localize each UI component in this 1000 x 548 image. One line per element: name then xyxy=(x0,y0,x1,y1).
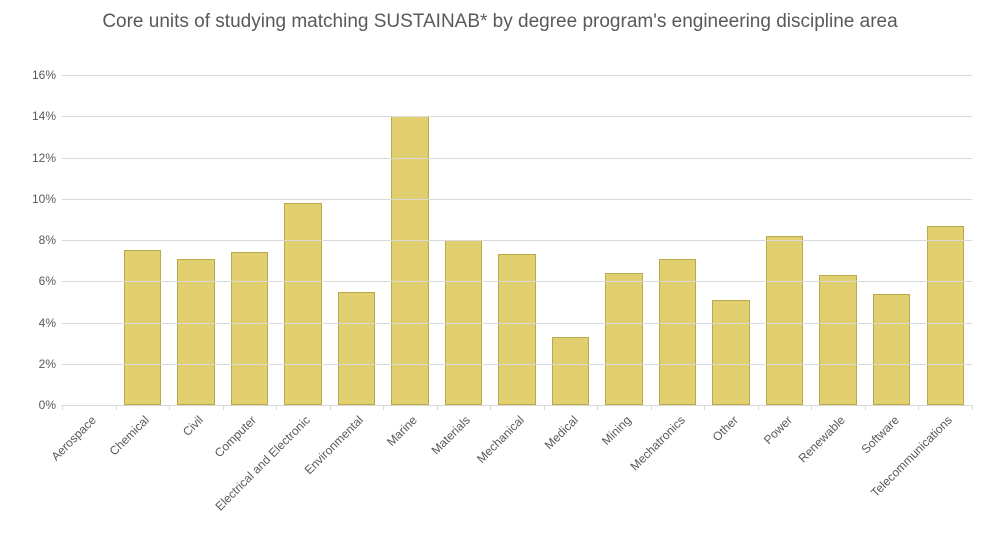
gridline xyxy=(62,240,972,241)
x-tick-label: Aerospace xyxy=(48,413,98,463)
x-tick-slot: Mechanical xyxy=(490,405,544,545)
x-tick-slot: Mining xyxy=(597,405,651,545)
gridline xyxy=(62,199,972,200)
x-tick-slot: Civil xyxy=(169,405,223,545)
x-tick-slot: Other xyxy=(704,405,758,545)
bar xyxy=(712,300,749,405)
gridline xyxy=(62,116,972,117)
gridline xyxy=(62,75,972,76)
bar xyxy=(819,275,856,405)
x-tick-slot: Marine xyxy=(383,405,437,545)
x-tick-slot: Medical xyxy=(544,405,598,545)
x-tick-label: Medical xyxy=(541,413,580,452)
plot-area: 0%2%4%6%8%10%12%14%16% xyxy=(62,75,972,405)
x-tick-label: Software xyxy=(858,413,901,456)
x-axis: AerospaceChemicalCivilComputerElectrical… xyxy=(62,405,972,545)
x-tick-label: Mining xyxy=(599,413,634,448)
y-tick-label: 2% xyxy=(39,357,62,371)
x-tick-slot: Mechatronics xyxy=(651,405,705,545)
gridline xyxy=(62,281,972,282)
x-tick-slot: Chemical xyxy=(116,405,170,545)
y-tick-label: 12% xyxy=(32,151,62,165)
y-tick-label: 10% xyxy=(32,192,62,206)
gridline xyxy=(62,158,972,159)
x-tick-slot: Telecommunications xyxy=(919,405,973,545)
y-tick-label: 16% xyxy=(32,68,62,82)
x-tick-label: Civil xyxy=(180,413,206,439)
x-tick-slot: Environmental xyxy=(330,405,384,545)
bar xyxy=(338,292,375,405)
x-tick-label: Power xyxy=(761,413,795,447)
y-tick-label: 8% xyxy=(39,233,62,247)
y-tick-label: 4% xyxy=(39,316,62,330)
bar xyxy=(231,252,268,405)
bar xyxy=(873,294,910,405)
x-tick-label: Marine xyxy=(384,413,420,449)
x-tick-slot: Renewable xyxy=(811,405,865,545)
x-tick-label: Other xyxy=(710,413,741,444)
bar xyxy=(498,254,535,405)
y-tick-label: 6% xyxy=(39,274,62,288)
x-tick-slot: Power xyxy=(758,405,812,545)
bar xyxy=(927,226,964,405)
y-tick-label: 0% xyxy=(39,398,62,412)
x-tick-slot: Aerospace xyxy=(62,405,116,545)
chart-title: Core units of studying matching SUSTAINA… xyxy=(0,10,1000,34)
bar xyxy=(766,236,803,405)
gridline xyxy=(62,323,972,324)
bar xyxy=(391,116,428,405)
x-tick-slot: Electrical and Electronic xyxy=(276,405,330,545)
x-tick-mark xyxy=(972,405,973,410)
y-tick-label: 14% xyxy=(32,109,62,123)
bar xyxy=(284,203,321,405)
gridline xyxy=(62,364,972,365)
bar xyxy=(605,273,642,405)
bar xyxy=(552,337,589,405)
bar-chart: Core units of studying matching SUSTAINA… xyxy=(0,0,1000,548)
x-tick-slot: Materials xyxy=(437,405,491,545)
bar xyxy=(124,250,161,405)
